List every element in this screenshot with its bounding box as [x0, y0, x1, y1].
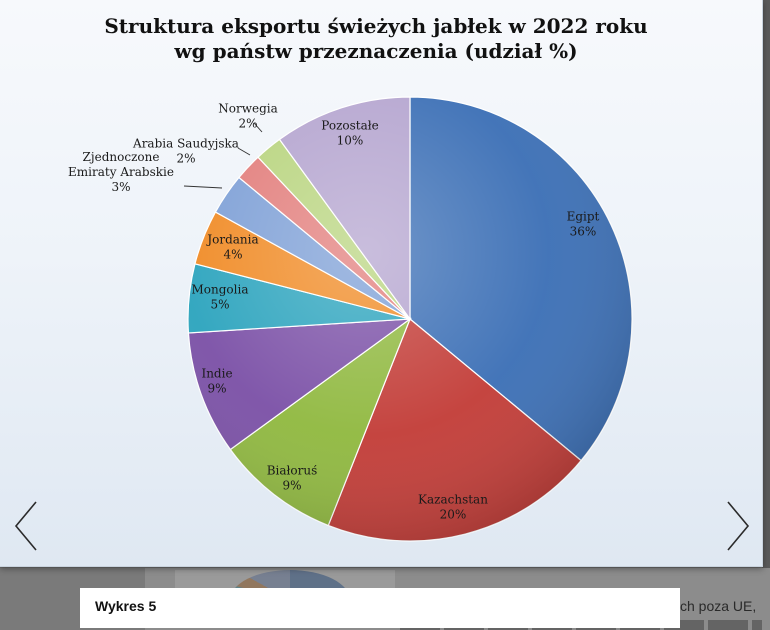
- chart-title-line-1: Struktura eksportu świeżych jabłek w 202…: [104, 14, 647, 38]
- slice-name-label: Indie: [201, 367, 232, 381]
- slice-value-label: 9%: [282, 479, 301, 493]
- slice-value-label: 10%: [337, 134, 364, 148]
- pie-chart: Struktura eksportu świeżych jabłek w 202…: [68, 14, 648, 542]
- slice-name-label: Zjednoczone: [83, 150, 160, 164]
- background-text-snippet: ch poza UE,: [680, 598, 757, 614]
- slice-value-label: 2%: [176, 152, 195, 166]
- slice-name-label: Egipt: [567, 210, 600, 224]
- pie-slices: [187, 96, 633, 542]
- slice-name-label: Emiraty Arabskie: [68, 165, 174, 179]
- lightbox-panel: Struktura eksportu świeżych jabłek w 202…: [0, 0, 763, 567]
- leader-lines: [183, 122, 263, 189]
- slice-name-label: Białoruś: [267, 464, 318, 478]
- slice-name-label: Pozostałe: [321, 119, 379, 133]
- slice-value-label: 3%: [111, 180, 130, 194]
- slice-name-label: Arabia Saudyjska: [132, 137, 239, 151]
- slice-value-label: 5%: [210, 298, 229, 312]
- slice-name-label: Kazachstan: [418, 493, 488, 507]
- leader-line: [237, 147, 251, 156]
- chevron-right-icon: [727, 501, 750, 551]
- slice-value-label: 2%: [238, 117, 257, 131]
- slice-labels: Egipt36%Kazachstan20%Białoruś9%Indie9%Mo…: [68, 102, 600, 522]
- chart-title: Struktura eksportu świeżych jabłek w 202…: [104, 14, 647, 63]
- next-button[interactable]: [716, 496, 756, 556]
- slice-value-label: 4%: [223, 248, 242, 262]
- previous-button[interactable]: [8, 496, 48, 556]
- caption-bar: Wykres 5: [80, 588, 680, 628]
- slice-name-label: Mongolia: [192, 283, 249, 297]
- chevron-left-icon: [14, 501, 37, 551]
- background-scrollbar-edge: [762, 0, 770, 630]
- caption-text: Wykres 5: [95, 598, 157, 614]
- slice-value-label: 36%: [570, 225, 597, 239]
- slice-value-label: 20%: [440, 508, 467, 522]
- leader-line: [183, 185, 223, 189]
- slice-name-label: Norwegia: [218, 102, 278, 116]
- slice-value-label: 9%: [207, 382, 226, 396]
- chart-title-line-2: wg państw przeznaczenia (udział %): [173, 39, 577, 63]
- slice-name-label: Jordania: [205, 233, 258, 247]
- leader-line: [253, 122, 263, 133]
